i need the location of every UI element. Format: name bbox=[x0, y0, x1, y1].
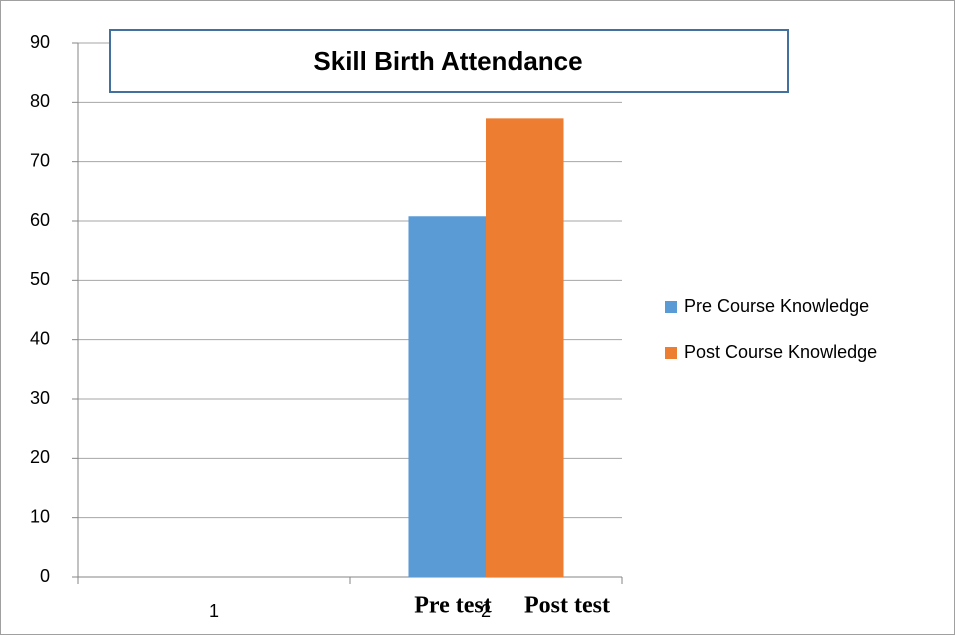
title-box bbox=[109, 29, 789, 93]
legend-swatch bbox=[665, 347, 677, 359]
y-tick-label: 30 bbox=[30, 388, 50, 408]
bar bbox=[408, 216, 486, 577]
y-tick-label: 70 bbox=[30, 150, 50, 170]
legend-label: Pre Course Knowledge bbox=[684, 296, 869, 316]
x-tick-label: 2 bbox=[481, 601, 491, 621]
y-tick-label: 0 bbox=[40, 566, 50, 586]
chart-title: Skill Birth Attendance bbox=[313, 46, 582, 76]
y-tick-label: 80 bbox=[30, 91, 50, 111]
legend-swatch bbox=[665, 301, 677, 313]
y-tick-label: 20 bbox=[30, 447, 50, 467]
legend-label: Post Course Knowledge bbox=[684, 342, 877, 362]
x-tick-label: 1 bbox=[209, 601, 219, 621]
y-tick-label: 10 bbox=[30, 506, 50, 526]
y-tick-label: 50 bbox=[30, 269, 50, 289]
annotation: Pre test bbox=[414, 593, 492, 619]
annotation: Post test bbox=[524, 593, 610, 619]
y-tick-label: 90 bbox=[30, 32, 50, 52]
bar bbox=[486, 118, 564, 577]
y-tick-label: 60 bbox=[30, 210, 50, 230]
y-tick-label: 40 bbox=[30, 328, 50, 348]
